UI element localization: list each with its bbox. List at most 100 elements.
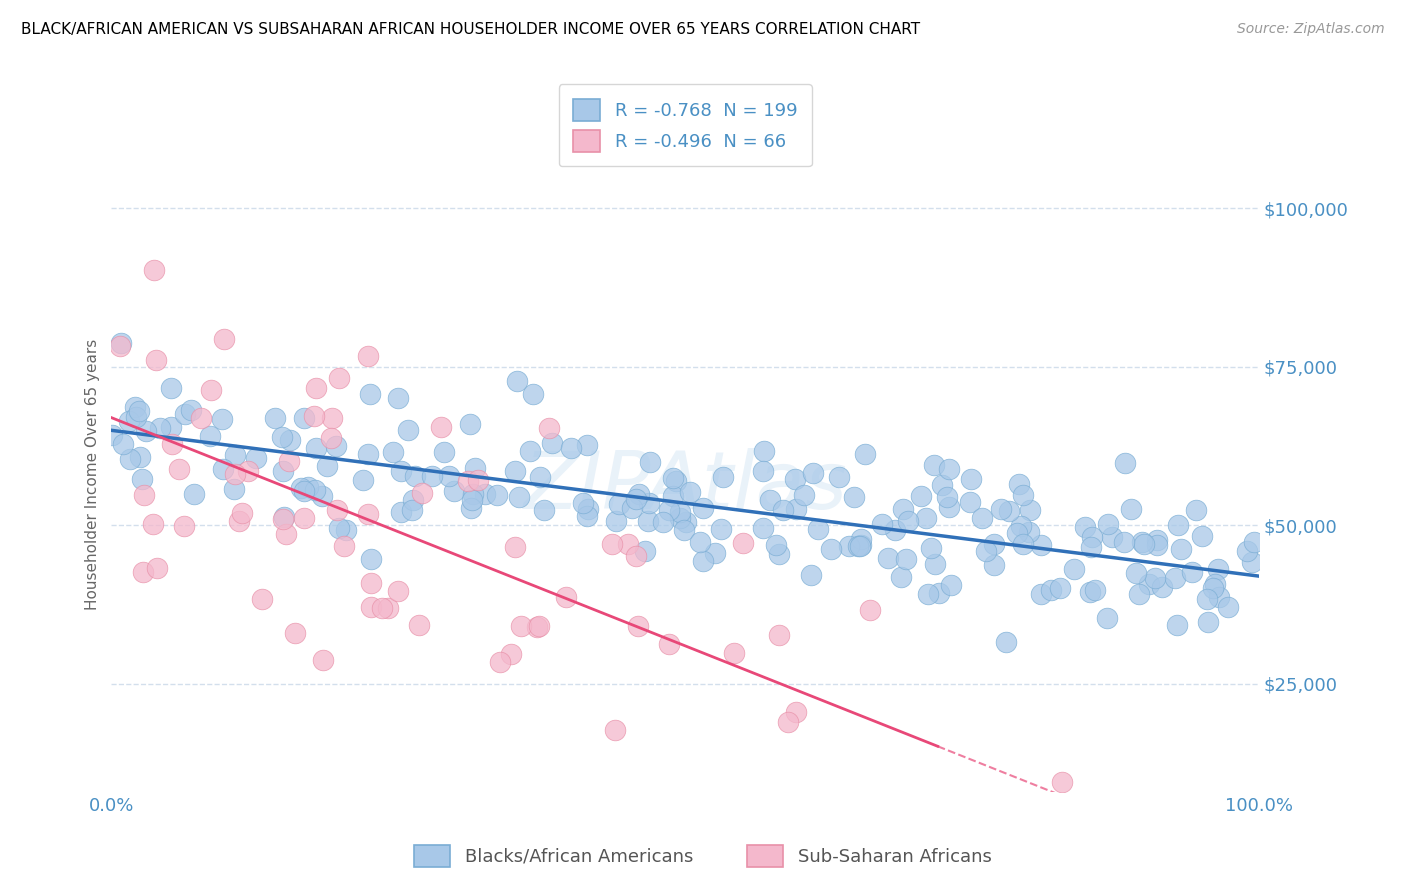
Point [1083, 582, 1105, 597]
Point [503, 464, 526, 478]
Point [785, 502, 807, 516]
Legend: R = -0.768  N = 199, R = -0.496  N = 66: R = -0.768 N = 199, R = -0.496 N = 66 [558, 85, 811, 166]
Point [1012, 537, 1035, 551]
Point [311, 489, 333, 503]
Point [960, 472, 983, 486]
Point [200, 383, 222, 397]
Point [560, 442, 582, 456]
Point [250, 592, 273, 607]
Point [224, 448, 246, 462]
Point [359, 387, 381, 401]
Point [389, 505, 412, 519]
Point [891, 501, 914, 516]
Point [328, 520, 350, 534]
Point [872, 516, 894, 531]
Point [387, 583, 409, 598]
Point [638, 455, 661, 469]
Point [1029, 587, 1052, 601]
Point [321, 431, 343, 445]
Point [321, 411, 343, 425]
Point [883, 523, 905, 537]
Point [662, 471, 685, 485]
Point [1133, 537, 1156, 551]
Point [658, 503, 681, 517]
Point [145, 353, 167, 368]
Point [212, 332, 235, 346]
Point [377, 600, 399, 615]
Point [801, 467, 824, 481]
Point [1010, 519, 1032, 533]
Point [704, 546, 727, 560]
Point [1204, 577, 1226, 591]
Point [212, 462, 235, 476]
Point [326, 503, 349, 517]
Point [402, 492, 425, 507]
Point [1208, 590, 1230, 604]
Point [1074, 519, 1097, 533]
Point [276, 526, 298, 541]
Point [723, 646, 745, 660]
Point [1181, 566, 1204, 580]
Point [838, 539, 860, 553]
Point [576, 502, 599, 516]
Point [499, 647, 522, 661]
Point [371, 601, 394, 615]
Point [890, 570, 912, 584]
Point [360, 599, 382, 614]
Point [627, 487, 650, 501]
Point [408, 618, 430, 632]
Point [800, 568, 823, 582]
Point [1049, 581, 1071, 595]
Point [1050, 775, 1073, 789]
Point [112, 437, 135, 451]
Point [859, 603, 882, 617]
Point [1166, 618, 1188, 632]
Point [665, 474, 688, 488]
Point [990, 502, 1012, 516]
Point [877, 551, 900, 566]
Point [853, 447, 876, 461]
Point [1080, 540, 1102, 554]
Point [849, 538, 872, 552]
Point [1164, 571, 1187, 585]
Point [467, 474, 489, 488]
Y-axis label: Householder Income Over 65 years: Householder Income Over 65 years [86, 339, 100, 610]
Point [713, 470, 735, 484]
Text: BLACK/AFRICAN AMERICAN VS SUBSAHARAN AFRICAN HOUSEHOLDER INCOME OVER 65 YEARS CO: BLACK/AFRICAN AMERICAN VS SUBSAHARAN AFR… [21, 22, 920, 37]
Point [1218, 599, 1240, 614]
Point [277, 454, 299, 468]
Point [420, 468, 443, 483]
Point [785, 705, 807, 719]
Point [503, 540, 526, 554]
Point [404, 468, 426, 483]
Point [124, 400, 146, 414]
Point [120, 452, 142, 467]
Point [575, 509, 598, 524]
Point [1197, 615, 1219, 629]
Point [290, 481, 312, 495]
Point [1119, 501, 1142, 516]
Point [1031, 538, 1053, 552]
Point [396, 423, 419, 437]
Point [1007, 526, 1029, 541]
Point [1012, 488, 1035, 502]
Point [357, 447, 380, 461]
Point [751, 464, 773, 478]
Point [828, 469, 851, 483]
Point [508, 490, 530, 504]
Point [924, 558, 946, 572]
Point [304, 483, 326, 497]
Point [529, 619, 551, 633]
Point [305, 441, 328, 455]
Point [928, 586, 950, 600]
Point [692, 554, 714, 568]
Legend: Blacks/African Americans, Sub-Saharan Africans: Blacks/African Americans, Sub-Saharan Af… [406, 838, 1000, 874]
Point [1146, 538, 1168, 552]
Point [668, 505, 690, 519]
Point [1081, 530, 1104, 544]
Point [457, 474, 479, 488]
Point [938, 500, 960, 515]
Point [936, 491, 959, 505]
Point [118, 414, 141, 428]
Point [1130, 535, 1153, 549]
